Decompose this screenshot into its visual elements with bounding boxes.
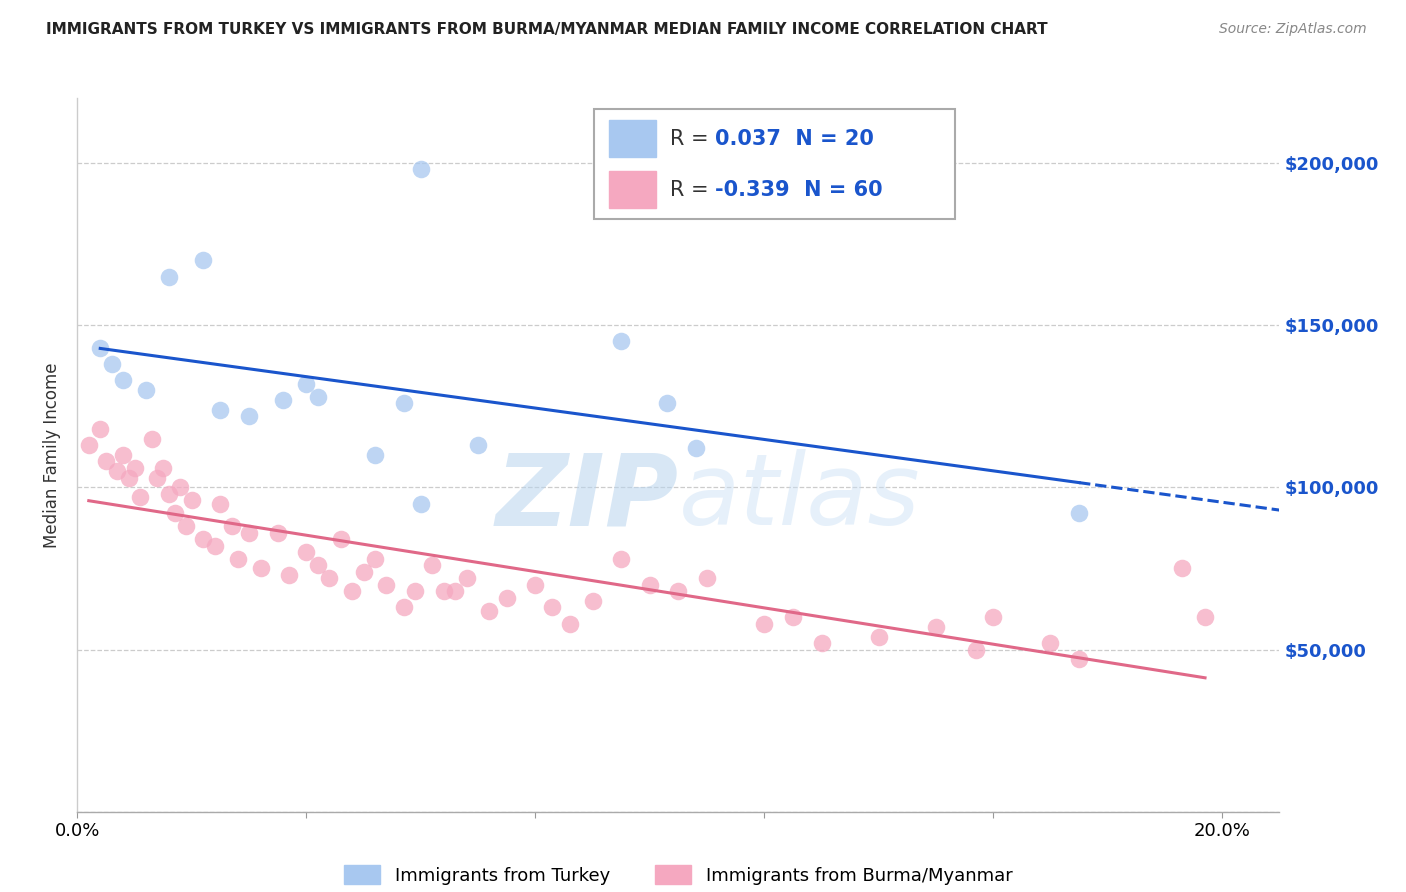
- Point: [541, 600, 564, 615]
- Point: [141, 432, 163, 446]
- Point: [364, 448, 387, 462]
- Point: [100, 357, 122, 371]
- Point: [193, 533, 215, 547]
- Text: 0.037  N = 20: 0.037 N = 20: [716, 128, 875, 149]
- Point: [1069, 652, 1091, 666]
- Point: [1171, 561, 1194, 575]
- Point: [307, 390, 329, 404]
- Point: [655, 396, 678, 410]
- Point: [810, 636, 832, 650]
- Point: [1194, 610, 1216, 624]
- Point: [295, 545, 318, 559]
- Point: [77, 438, 100, 452]
- Point: [685, 442, 707, 456]
- Point: [94, 454, 117, 468]
- Point: [782, 610, 804, 624]
- Point: [89, 341, 111, 355]
- Point: [112, 448, 135, 462]
- Point: [965, 642, 987, 657]
- Point: [157, 269, 180, 284]
- Point: [169, 480, 191, 494]
- Point: [478, 604, 501, 618]
- Point: [581, 594, 603, 608]
- Point: [238, 409, 260, 423]
- Point: [180, 493, 202, 508]
- Point: [375, 577, 398, 591]
- Point: [404, 584, 426, 599]
- Point: [433, 584, 456, 599]
- Point: [124, 461, 146, 475]
- Point: [392, 600, 415, 615]
- Legend: Immigrants from Turkey, Immigrants from Burma/Myanmar: Immigrants from Turkey, Immigrants from …: [344, 865, 1012, 885]
- Point: [392, 396, 415, 410]
- Point: [668, 584, 690, 599]
- Point: [204, 539, 226, 553]
- Point: [152, 461, 174, 475]
- Point: [318, 571, 340, 585]
- Point: [353, 565, 375, 579]
- Point: [981, 610, 1004, 624]
- Text: ZIP: ZIP: [495, 450, 679, 546]
- Text: IMMIGRANTS FROM TURKEY VS IMMIGRANTS FROM BURMA/MYANMAR MEDIAN FAMILY INCOME COR: IMMIGRANTS FROM TURKEY VS IMMIGRANTS FRO…: [46, 22, 1047, 37]
- Text: R =: R =: [671, 179, 716, 200]
- Point: [174, 519, 197, 533]
- Point: [696, 571, 718, 585]
- Point: [638, 577, 661, 591]
- Point: [868, 630, 890, 644]
- Point: [364, 551, 387, 566]
- Point: [467, 438, 489, 452]
- Point: [329, 533, 352, 547]
- Point: [163, 506, 186, 520]
- Point: [273, 392, 295, 407]
- Point: [209, 497, 232, 511]
- Point: [278, 568, 301, 582]
- Point: [238, 525, 260, 540]
- Point: [610, 334, 633, 349]
- Point: [524, 577, 547, 591]
- FancyBboxPatch shape: [595, 109, 955, 219]
- Text: atlas: atlas: [679, 450, 920, 546]
- Point: [267, 525, 290, 540]
- Point: [610, 551, 633, 566]
- Point: [89, 422, 111, 436]
- Point: [193, 253, 215, 268]
- Point: [295, 376, 318, 391]
- Point: [409, 162, 432, 177]
- Point: [1069, 506, 1091, 520]
- Bar: [609, 170, 655, 209]
- Text: R =: R =: [671, 128, 716, 149]
- Point: [456, 571, 478, 585]
- Point: [495, 591, 517, 605]
- Point: [135, 383, 157, 397]
- Point: [118, 470, 141, 484]
- Point: [444, 584, 467, 599]
- Point: [146, 470, 169, 484]
- Point: [754, 616, 776, 631]
- Point: [221, 519, 243, 533]
- Point: [307, 558, 329, 573]
- Point: [249, 561, 271, 575]
- Point: [209, 402, 232, 417]
- Text: Source: ZipAtlas.com: Source: ZipAtlas.com: [1219, 22, 1367, 37]
- Point: [112, 373, 135, 387]
- Point: [129, 490, 152, 504]
- Point: [340, 584, 363, 599]
- Point: [226, 551, 249, 566]
- Point: [420, 558, 443, 573]
- Point: [1039, 636, 1062, 650]
- Bar: [609, 120, 655, 158]
- Text: -0.339  N = 60: -0.339 N = 60: [716, 179, 883, 200]
- Y-axis label: Median Family Income: Median Family Income: [44, 362, 62, 548]
- Point: [925, 620, 948, 634]
- Point: [558, 616, 581, 631]
- Point: [107, 464, 129, 478]
- Point: [157, 487, 180, 501]
- Point: [409, 497, 432, 511]
